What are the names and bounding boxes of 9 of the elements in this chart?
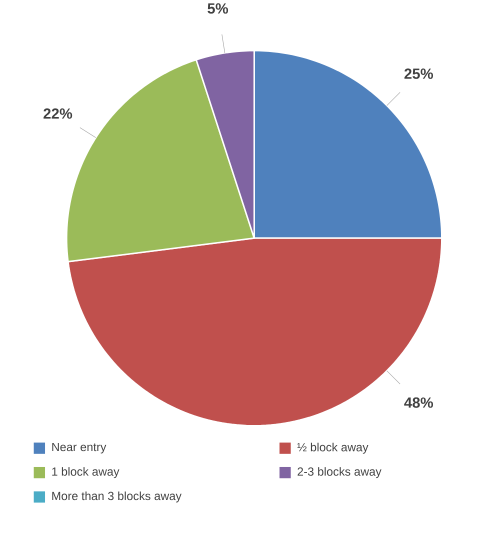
data-label: 5% [208, 3, 228, 14]
data-label: 22% [44, 108, 72, 119]
data-label: 48% [404, 397, 434, 408]
legend-label: More than 3 blocks away [52, 492, 182, 502]
legend-label: ½ block away [298, 442, 368, 454]
legend-label: Near entry [52, 442, 106, 454]
legend-label: 2-3 blocks away [298, 467, 382, 478]
legend-label: 1 block away [52, 467, 120, 478]
data-label: 25% [404, 68, 434, 79]
